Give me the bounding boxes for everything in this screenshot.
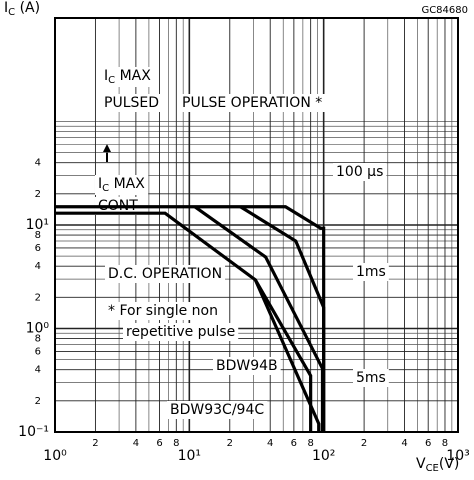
annotation: BDW94B [216,358,278,374]
label-bg [101,94,163,112]
code: GC84680 [421,5,468,16]
text-sub: C [8,7,15,18]
text-sub: C [108,75,115,86]
x-tick-label: 6 [156,438,162,449]
annotation: VCE(V) [416,456,459,474]
y-tick-label: 10⁻¹ [18,424,49,440]
text-main: V [416,456,426,472]
series-line [193,205,325,432]
text-main: I [104,68,108,84]
x-tick-label: 10¹ [178,448,201,464]
y-tick-label: 6 [35,243,41,254]
x-tick-label: 6 [425,438,431,449]
text-main: I [98,176,102,192]
text-rest: (V) [439,456,460,472]
text-sub: CE [426,463,439,474]
label-bg [213,357,281,375]
text-rest: MAX [109,176,145,192]
label-bg [179,94,326,112]
label-bg [101,67,155,87]
annotation: PULSE OPERATION * [182,95,322,111]
y-tick-label: 8 [35,230,41,241]
annotation: 1ms [356,264,386,280]
label-bg [333,163,387,181]
x-tick-label: 8 [307,438,313,449]
label-bg [105,302,221,320]
x-tick-label: 10⁰ [43,448,67,464]
y-tick-label: 10⁰ [26,321,50,337]
annotation: * For single non [108,303,218,319]
series-line [55,205,326,432]
y-tick-label: 2 [35,189,41,200]
annotation: 5ms [356,370,386,386]
y-tick-label: 10¹ [26,217,49,233]
label-bg [123,323,239,341]
x-tick-label: 2 [361,438,367,449]
x-tick-label: 4 [267,438,273,449]
y-tick-label: 4 [35,261,41,272]
text-main: I [4,0,8,16]
arrow-head [103,144,111,152]
annotation: D.C. OPERATION [108,266,222,282]
y-tick-label: 4 [35,158,41,169]
annotation: IC (A) [4,0,40,18]
x-tick-label: 8 [442,438,448,449]
text-rest: MAX [115,68,151,84]
x-tick-label: 10² [312,448,335,464]
series-line [253,279,321,432]
x-tick-label: 6 [291,438,297,449]
y-tick-label: 4 [35,365,41,376]
text-sub: C [102,183,109,194]
x-tick-label: 2 [227,438,233,449]
y-tick-label: 8 [35,334,41,345]
annotation: 100 μs [336,164,383,180]
x-tick-label: 8 [173,438,179,449]
y-tick-label: 6 [35,346,41,357]
annotation: IC MAX [98,176,145,194]
label-bg [105,265,226,283]
y-tick-label: 2 [35,292,41,303]
annotation: PULSED [104,95,159,111]
annotation: BDW93C/94C [170,402,264,418]
label-bg [167,401,268,419]
x-tick-label: 10³ [446,448,469,464]
label-bg [353,263,389,281]
text-rest: (A) [15,0,40,16]
label-bg [353,369,389,387]
x-tick-label: 2 [92,438,98,449]
series-line [55,211,313,432]
annotation: repetitive pulse [126,324,235,340]
annotation: IC MAX [104,68,151,86]
y-tick-label: 2 [35,396,41,407]
label-bg [95,175,149,195]
x-tick-label: 4 [133,438,139,449]
plot-frame [54,17,459,433]
x-tick-label: 4 [401,438,407,449]
